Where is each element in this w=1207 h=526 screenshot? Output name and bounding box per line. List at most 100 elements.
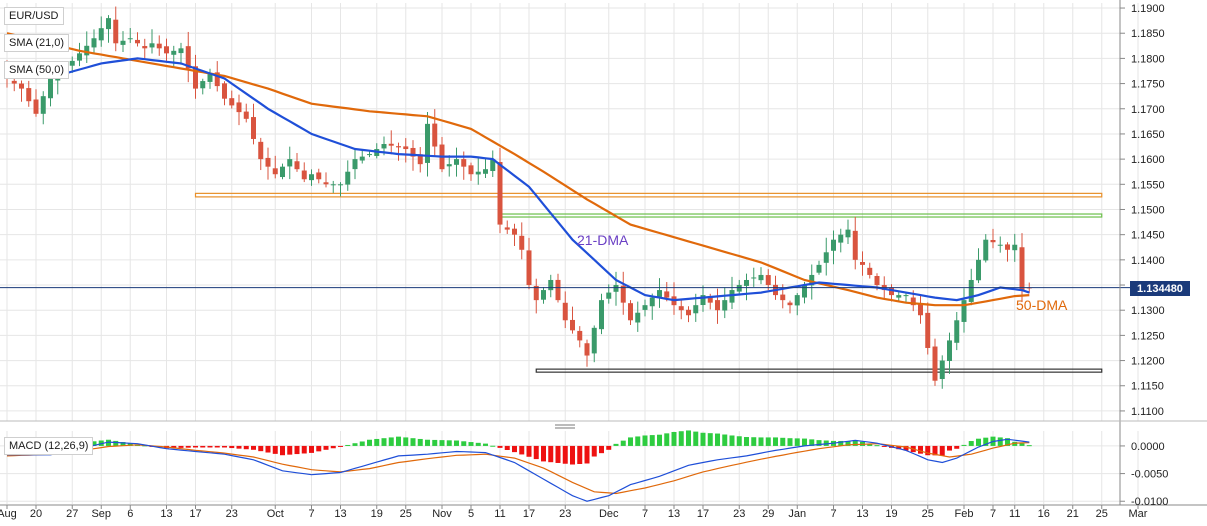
candle-body [715, 300, 720, 311]
date-tick-label: 7 [642, 508, 648, 520]
candle-body [432, 123, 438, 147]
date-tick-label: Oct [267, 508, 284, 520]
macd-histogram-bar [272, 445, 278, 454]
macd-signal-line [6, 442, 1030, 495]
date-tick-label: 13 [856, 508, 868, 520]
candle-body [693, 305, 699, 314]
candle-body [657, 290, 662, 297]
candle-body [84, 45, 90, 56]
candle-body [1005, 244, 1010, 250]
candle-body [98, 28, 104, 41]
candle-body [26, 88, 32, 102]
candle-body [838, 234, 844, 243]
macd-histogram-bar [664, 433, 670, 446]
axes [0, 0, 1207, 506]
macd-line [7, 438, 1030, 502]
macd-histogram-bar [1005, 438, 1010, 446]
candle-body [410, 147, 416, 157]
macd-histogram-bar [809, 439, 815, 446]
candle-body [794, 295, 800, 306]
candle-body [555, 279, 561, 301]
macd-histogram-bar [294, 445, 300, 455]
candle-body [214, 72, 220, 87]
date-tick-label: 23 [226, 508, 238, 520]
date-tick-label: 25 [922, 508, 934, 520]
date-axis-ticks: Aug 20 27 Sep 6 13 17 23 Oct 7 13 19 25 Nov 5 11 17 23 Dec… [0, 505, 1148, 520]
macd-histogram-bar [780, 437, 786, 446]
macd-histogram-bar [570, 445, 575, 465]
macd-histogram-bar [606, 445, 612, 450]
candle-body [606, 292, 612, 299]
pane-splitter[interactable] [555, 424, 575, 429]
price-gridlines [0, 3, 1139, 421]
candle-body [475, 171, 481, 175]
candle-body [896, 295, 902, 298]
date-tick-label: 13 [160, 508, 172, 520]
candle-body [990, 239, 996, 243]
macd-histogram-bar [823, 440, 829, 446]
date-tick-label: Mar [1129, 508, 1148, 520]
candle-body [997, 244, 1003, 246]
candle-body [635, 312, 641, 323]
macd-histogram-bar [635, 436, 641, 446]
date-tick-label: 17 [189, 508, 201, 520]
macd-histogram-bar [178, 445, 184, 448]
price-tick-label: 1.1500 [1131, 204, 1165, 216]
candle-body [77, 53, 82, 61]
candle-body [736, 285, 742, 292]
macd-tick-label: 0.0000 [1131, 441, 1165, 453]
candle-body [396, 146, 401, 148]
macd-histogram-bar [243, 445, 249, 450]
macd-histogram-bar [555, 445, 561, 463]
macd-histogram-bar [214, 445, 220, 448]
price-tick-label: 1.1250 [1131, 330, 1165, 342]
macd-histogram-bar [787, 438, 793, 446]
macd-histogram-bar [947, 445, 952, 451]
macd-histogram-bar [903, 445, 909, 451]
macd-legend: MACD (12,26,9) [4, 437, 94, 455]
candle-body [425, 123, 430, 163]
date-tick-label: 27 [66, 508, 78, 520]
date-tick-label: 20 [30, 508, 42, 520]
macd-histogram-bar [751, 437, 757, 446]
candle-body [758, 274, 764, 281]
candle-body [729, 290, 735, 303]
candle-body [323, 182, 329, 185]
macd-histogram-bar [483, 443, 488, 446]
candle-body [280, 166, 285, 178]
candle-body [889, 287, 894, 296]
candle-body [802, 285, 807, 298]
candle-body [983, 239, 989, 261]
macd-histogram-bar [359, 441, 365, 446]
date-tick-label: 5 [468, 508, 474, 520]
macd-histogram-bar [693, 431, 699, 446]
candle-body [135, 39, 140, 44]
candle-body [236, 102, 242, 113]
candle-body [229, 98, 235, 106]
candle-body [461, 159, 467, 167]
macd-histogram-bar [997, 437, 1003, 446]
price-axis-ticks: 1.1900 1.1850 1.1800 1.1750 1.1700 1.1650 1.16… [1120, 3, 1165, 418]
candle-body [91, 38, 97, 48]
macd-histogram-bar [432, 439, 438, 446]
candle-body [910, 297, 916, 306]
candle-body [831, 239, 836, 251]
macd-histogram-bar [838, 440, 844, 446]
macd-histogram-bar [106, 439, 111, 446]
macd-histogram-bar [526, 445, 532, 457]
candle-body [243, 111, 249, 119]
candle-body [11, 80, 17, 84]
date-tick-label: 7 [308, 508, 314, 520]
candle-body [352, 159, 358, 170]
candle-body [976, 259, 981, 281]
macd-histogram-bar [236, 445, 242, 449]
candle-body [345, 171, 351, 185]
candle-body [381, 144, 387, 149]
candle-body [541, 290, 546, 300]
candle-body [584, 343, 590, 356]
macd-tick-label: -0.0050 [1131, 469, 1168, 481]
macd-histogram-bar [91, 441, 97, 446]
macd-histogram-bar [722, 434, 728, 446]
macd-histogram-bar [381, 438, 387, 446]
sma21-line [6, 57, 1030, 302]
